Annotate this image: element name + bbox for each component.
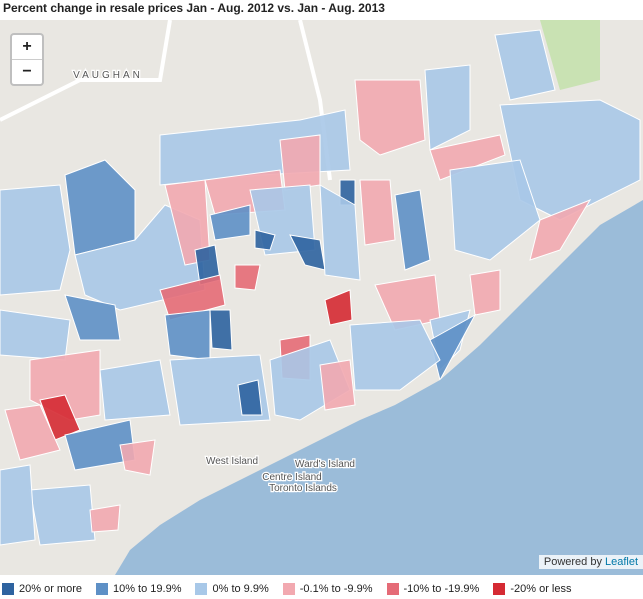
region — [209, 309, 233, 351]
attribution-text: Powered by — [543, 556, 602, 568]
road — [0, 20, 172, 122]
legend: 20% or more 10% to 19.9% 0% to 9.9% -0.1% t… — [2, 581, 585, 597]
region — [0, 464, 36, 546]
region — [0, 184, 71, 296]
legend-swatch — [95, 583, 108, 595]
zoom-out[interactable]: − — [12, 59, 42, 84]
region — [319, 184, 361, 281]
title: Percent change in resale prices Jan - Au… — [3, 1, 385, 15]
legend-item: 20% or more — [2, 581, 82, 597]
legend-item: -10% to -19.9% — [386, 581, 480, 597]
region — [279, 134, 321, 191]
lake — [115, 200, 643, 575]
region — [234, 264, 261, 291]
legend-swatch — [493, 583, 506, 595]
region — [324, 289, 353, 326]
map-label: Ward's Island — [295, 459, 355, 470]
region — [469, 269, 501, 316]
region — [494, 29, 556, 101]
legend-label: 0% to 9.9% — [212, 583, 269, 595]
map-label: Toronto Islands — [269, 483, 337, 494]
region — [4, 404, 61, 461]
legend-label: -20% or less — [510, 583, 572, 595]
region — [254, 229, 276, 251]
region — [424, 64, 471, 151]
map-label: Centre Island — [262, 472, 321, 483]
region — [99, 359, 171, 421]
legend-label: 20% or more — [19, 583, 82, 595]
region — [319, 359, 356, 411]
region — [29, 484, 96, 546]
legend-swatch — [282, 583, 295, 595]
region — [164, 309, 211, 361]
legend-label: -10% to -19.9% — [403, 583, 480, 595]
zoom-control: + − — [10, 33, 44, 86]
region — [449, 159, 541, 261]
region — [354, 79, 426, 156]
legend-swatch — [2, 583, 14, 595]
attribution: Powered by Leaflet — [538, 555, 643, 569]
region — [429, 134, 506, 181]
legend-item: 0% to 9.9% — [195, 581, 269, 597]
region — [89, 504, 121, 533]
region — [349, 319, 441, 391]
legend-swatch — [195, 583, 208, 595]
regions — [0, 29, 641, 546]
map-label: West Island — [206, 456, 258, 467]
legend-item: -20% or less — [493, 581, 571, 597]
region — [529, 198, 592, 261]
region — [64, 159, 136, 256]
region — [64, 294, 121, 341]
legend-label: 10% to 19.9% — [112, 583, 182, 595]
map-label: VAUGHAN — [73, 70, 143, 81]
region — [159, 274, 226, 321]
region — [237, 379, 263, 416]
park — [540, 20, 600, 90]
legend-label: -0.1% to -9.9% — [299, 583, 373, 595]
region — [394, 189, 431, 271]
region — [119, 439, 156, 476]
legend-swatch — [386, 583, 399, 595]
region — [209, 204, 251, 241]
map[interactable]: VAUGHAN West Island Ward's Island Centre… — [0, 20, 643, 575]
attribution-link[interactable]: Leaflet — [604, 556, 638, 568]
zoom-in[interactable]: + — [22, 38, 32, 55]
legend-item: -0.1% to -9.9% — [282, 581, 373, 597]
legend-item: 10% to 19.9% — [95, 581, 182, 597]
region — [359, 179, 396, 246]
